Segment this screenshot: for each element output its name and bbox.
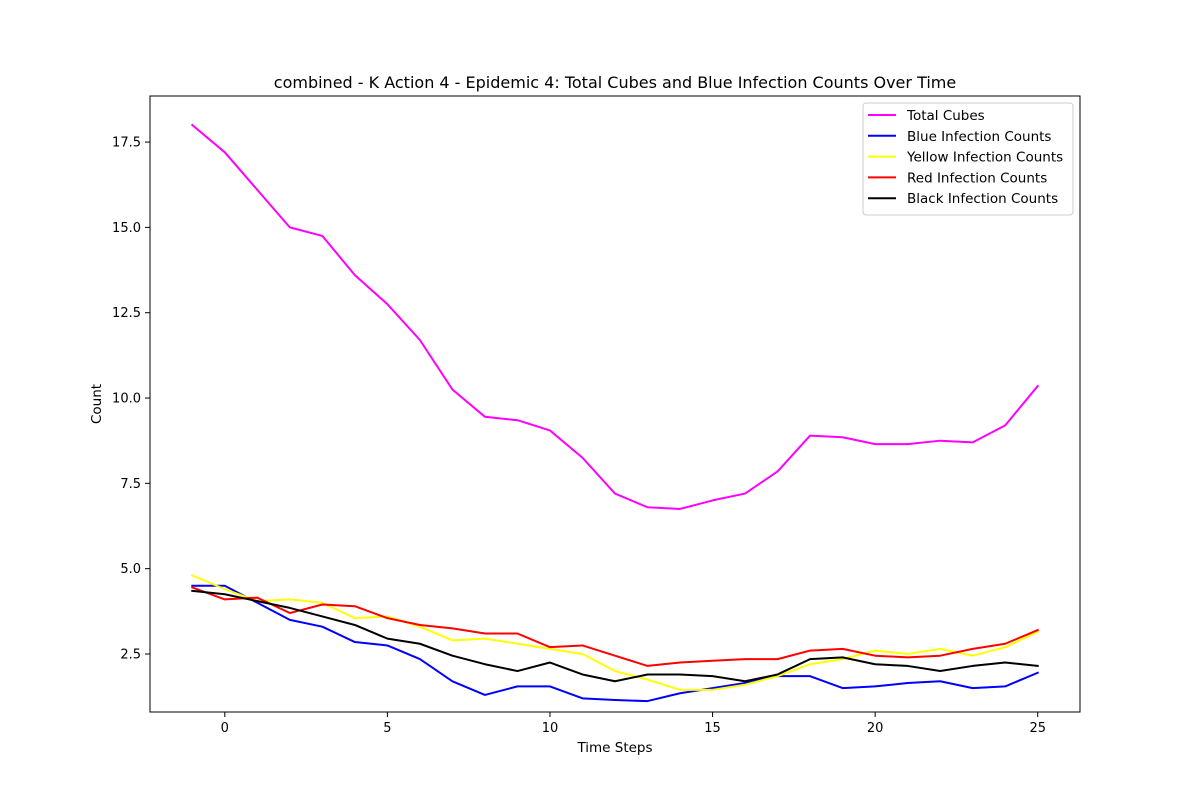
legend: Total Cubes Blue Infection Counts Yellow I… bbox=[862, 102, 1074, 216]
y-tick-label: 10.0 bbox=[112, 392, 141, 407]
axes-frame bbox=[149, 95, 1081, 713]
x-tick-label: 5 bbox=[383, 721, 391, 736]
x-axis-label: Time Steps bbox=[576, 740, 652, 756]
x-tick-label: 15 bbox=[704, 721, 721, 736]
y-tick-label: 2.5 bbox=[120, 647, 141, 662]
series-line-red-infection-counts bbox=[190, 586, 1040, 667]
series-line-black-infection-counts bbox=[191, 589, 1039, 683]
y-tick-label: 12.5 bbox=[112, 306, 141, 321]
y-tick-label: 15.0 bbox=[112, 221, 141, 236]
legend-label: Total Cubes bbox=[906, 108, 985, 124]
x-tick-label: 20 bbox=[867, 721, 884, 736]
legend-label: Red Infection Counts bbox=[907, 170, 1047, 186]
y-tick-label: 17.5 bbox=[112, 136, 141, 151]
y-tick-label: 5.0 bbox=[120, 562, 141, 577]
x-tick-label: 25 bbox=[1029, 721, 1046, 736]
x-tick-label: 10 bbox=[542, 721, 559, 736]
x-axis-ticks: 0 5 10 15 20 25 bbox=[221, 712, 1046, 736]
series-lines bbox=[190, 123, 1040, 703]
legend-label: Yellow Infection Counts bbox=[906, 150, 1063, 166]
chart-title: combined - K Action 4 - Epidemic 4: Tota… bbox=[274, 73, 956, 92]
legend-box bbox=[862, 102, 1074, 216]
x-tick-label: 0 bbox=[221, 721, 229, 736]
legend-label: Black Infection Counts bbox=[907, 191, 1058, 207]
legend-label: Blue Infection Counts bbox=[907, 129, 1051, 145]
series-line-total-cubes bbox=[190, 123, 1040, 510]
y-tick-label: 7.5 bbox=[120, 477, 141, 492]
y-axis-ticks: 2.5 5.0 7.5 10.0 12.5 15.0 17.5 bbox=[112, 136, 150, 662]
series-line-yellow-infection-counts bbox=[190, 574, 1040, 691]
y-axis-label: Count bbox=[89, 384, 105, 424]
series-line-blue-infection-counts bbox=[191, 584, 1040, 703]
